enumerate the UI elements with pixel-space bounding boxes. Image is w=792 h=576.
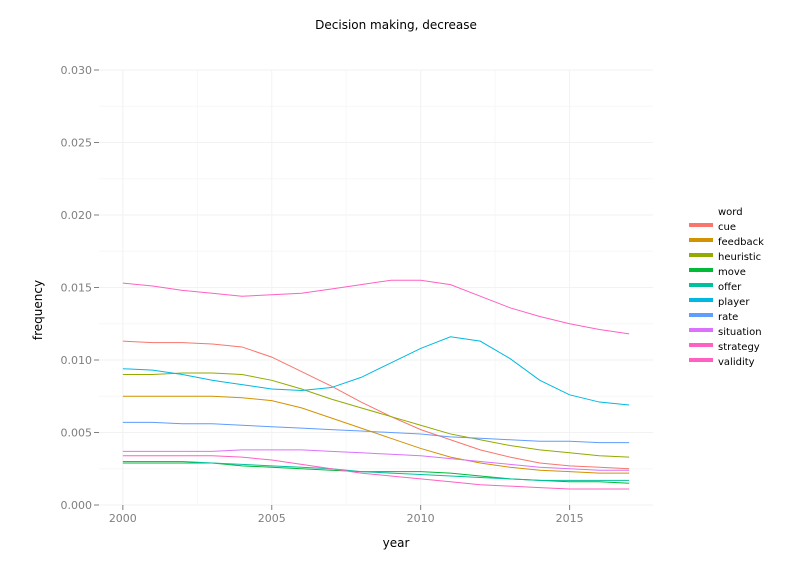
legend-swatch-heuristic <box>689 253 713 257</box>
series-line-player <box>122 336 630 406</box>
legend-label-validity: validity <box>718 357 755 368</box>
legend-label-heuristic: heuristic <box>718 252 761 263</box>
series-line-rate <box>122 421 630 444</box>
legend-items: cue feedback heuristic move offer player rate s… <box>689 222 764 368</box>
x-axis-title: year <box>383 536 410 550</box>
chart-title: Decision making, decrease <box>315 18 477 32</box>
gridlines <box>99 69 653 506</box>
legend-label-move: move <box>718 267 746 278</box>
y-tick-label: 0.030 <box>61 64 93 77</box>
legend-swatch-move <box>689 268 713 272</box>
legend-swatch-offer <box>689 283 713 287</box>
y-tick-label: 0.005 <box>61 427 93 440</box>
series-lines <box>122 279 630 490</box>
y-tick-label: 0.000 <box>61 499 93 512</box>
legend-swatch-strategy <box>689 343 713 347</box>
x-tick-label: 2005 <box>258 512 286 525</box>
legend-label-rate: rate <box>718 312 738 323</box>
y-axis-title: frequency <box>31 280 45 340</box>
series-line-cue <box>122 340 630 470</box>
legend-swatch-feedback <box>689 238 713 242</box>
legend-title: word <box>718 207 743 218</box>
y-tick-label: 0.020 <box>61 209 93 222</box>
y-tick-label: 0.025 <box>61 137 93 150</box>
x-tick-label: 2015 <box>556 512 584 525</box>
x-tick-label: 2000 <box>109 512 137 525</box>
legend: word cue feedback heuristic move offer player… <box>689 207 764 368</box>
series-line-validity <box>122 455 630 490</box>
series-line-offer <box>122 461 630 481</box>
legend-label-feedback: feedback <box>718 237 764 248</box>
legend-swatch-player <box>689 298 713 302</box>
axis-ticks: 2000 2005 2010 2015 0.000 0.005 0.010 0.015 0.02… <box>61 64 584 525</box>
legend-label-situation: situation <box>718 327 762 338</box>
series-line-heuristic <box>122 372 630 458</box>
series-line-situation <box>122 449 630 471</box>
legend-swatch-validity <box>689 358 713 362</box>
y-tick-label: 0.010 <box>61 354 93 367</box>
legend-label-strategy: strategy <box>718 342 760 353</box>
series-line-feedback <box>122 395 630 474</box>
legend-label-cue: cue <box>718 222 736 233</box>
legend-swatch-situation <box>689 328 713 332</box>
y-tick-label: 0.015 <box>61 282 93 295</box>
legend-label-player: player <box>718 297 750 308</box>
series-line-strategy <box>122 279 630 335</box>
legend-swatch-cue <box>689 223 713 227</box>
x-tick-label: 2010 <box>407 512 435 525</box>
legend-swatch-rate <box>689 313 713 317</box>
legend-label-offer: offer <box>718 282 742 293</box>
